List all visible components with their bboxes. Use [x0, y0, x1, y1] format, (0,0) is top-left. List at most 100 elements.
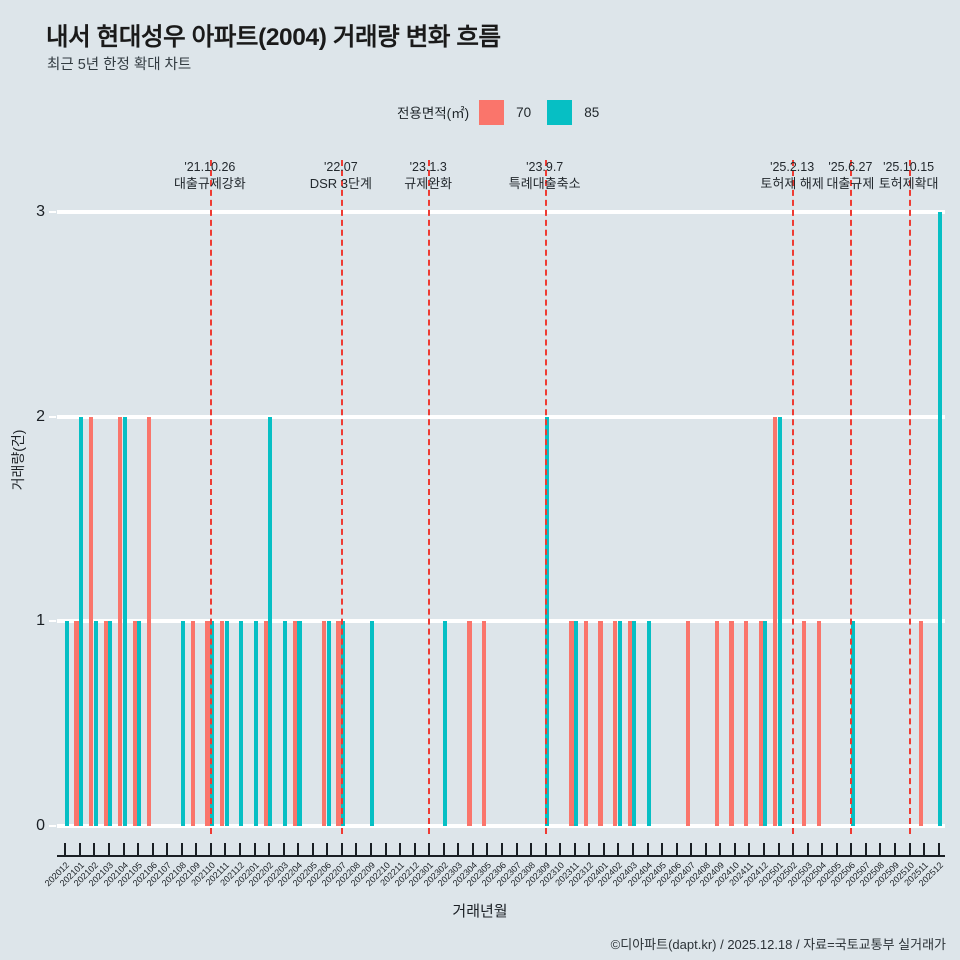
x-tick-mark	[777, 843, 780, 855]
bar	[74, 621, 79, 826]
annotation-line	[544, 160, 547, 834]
x-tick-mark	[122, 843, 125, 855]
x-tick-mark	[501, 843, 503, 855]
x-tick-mark	[588, 843, 591, 855]
x-tick-mark	[369, 843, 372, 855]
annotation-line	[850, 160, 853, 834]
x-tick-mark	[879, 843, 882, 855]
y-tick-label: 2	[36, 407, 45, 425]
x-tick-mark	[486, 843, 489, 855]
x-axis-line	[57, 855, 945, 857]
bar	[326, 621, 331, 826]
y-tick-mark	[49, 620, 56, 623]
bar	[816, 621, 822, 826]
bar	[180, 621, 186, 826]
annotation-text: 특례대출축소	[508, 176, 581, 191]
x-tick-mark	[719, 843, 722, 855]
x-tick-mark	[180, 843, 183, 855]
bar	[292, 621, 297, 826]
x-tick-mark	[457, 843, 460, 855]
y-axis-title: 거래량(건)	[10, 429, 26, 491]
y-tick-mark	[49, 825, 56, 827]
bar	[268, 416, 273, 826]
gridline	[57, 414, 945, 419]
annotation: '25.10.15 토허제확대	[879, 159, 939, 192]
x-tick-mark	[908, 843, 911, 855]
annotation-text: DSR 3단계	[309, 176, 372, 191]
annotation: '25.2.13 토허제 해제	[760, 159, 823, 192]
x-tick-mark	[937, 843, 940, 855]
bar	[103, 621, 108, 826]
x-tick-mark	[282, 843, 285, 855]
bar	[132, 621, 137, 826]
x-tick-mark	[428, 843, 431, 855]
bar	[613, 621, 618, 826]
x-tick-mark	[78, 843, 81, 855]
y-tick-label: 1	[36, 612, 45, 630]
bar	[850, 621, 855, 826]
chart-subtitle: 최근 5년 한정 확대 차트	[47, 57, 192, 73]
x-tick-mark	[573, 843, 576, 855]
x-tick-mark	[384, 843, 387, 855]
annotation: '21.10.26 대출규제강화	[174, 159, 246, 192]
bar	[219, 621, 225, 826]
bar	[598, 621, 603, 826]
bar	[802, 621, 807, 826]
bar	[627, 621, 632, 826]
bar	[685, 621, 690, 826]
bar	[137, 621, 142, 826]
annotation-date: '23.1.3	[409, 160, 447, 174]
bar	[574, 621, 579, 826]
bar	[122, 416, 127, 826]
bar	[224, 621, 229, 826]
footer-note: ©디아파트(dapt.kr) / 2025.12.18 / 자료=국토교통부 실…	[610, 937, 946, 952]
legend-label-70: 70	[516, 104, 532, 120]
chart-title: 내서 현대성우 아파트(2004) 거래량 변화 흐름	[46, 24, 501, 51]
legend-swatch-70	[479, 99, 505, 125]
x-tick-mark	[530, 843, 533, 855]
annotation-date: '25.6.27	[828, 160, 873, 174]
bar	[467, 621, 472, 826]
x-tick-mark	[806, 843, 809, 855]
y-tick-mark	[49, 211, 56, 213]
x-tick-mark	[326, 843, 329, 855]
annotation-text: 토허제확대	[878, 176, 939, 191]
x-tick-mark	[617, 843, 620, 855]
x-tick-mark	[413, 843, 416, 855]
bar	[263, 621, 268, 826]
bar	[744, 621, 749, 826]
x-tick-mark	[894, 843, 897, 855]
bar	[88, 416, 94, 826]
legend-label-85: 85	[584, 104, 600, 120]
gridline	[57, 210, 945, 214]
bar	[108, 621, 113, 826]
annotation-date: '25.10.15	[883, 160, 935, 174]
bar	[147, 416, 152, 826]
annotation-line	[340, 160, 343, 834]
x-tick-mark	[399, 843, 402, 855]
bar	[918, 621, 923, 826]
bar	[190, 621, 196, 826]
bar	[714, 621, 720, 826]
annotation-text: 대출규제강화	[173, 176, 246, 191]
x-tick-mark	[690, 843, 693, 855]
x-tick-mark	[268, 843, 271, 855]
x-tick-mark	[355, 843, 358, 855]
bar	[282, 621, 288, 826]
x-tick-mark	[151, 843, 154, 855]
bar	[632, 621, 637, 826]
x-tick-mark	[821, 843, 824, 855]
bar	[370, 621, 375, 826]
x-tick-mark	[923, 843, 926, 855]
annotation-date: '21.10.26	[184, 160, 236, 174]
bar	[64, 621, 69, 826]
y-tick-label: 0	[36, 817, 45, 834]
x-tick-mark	[675, 843, 678, 855]
bar	[321, 621, 327, 826]
x-tick-mark	[224, 843, 227, 855]
x-tick-mark	[835, 843, 838, 855]
x-axis-title: 거래년월	[452, 903, 508, 920]
bar	[79, 416, 84, 826]
x-tick-mark	[340, 843, 343, 855]
